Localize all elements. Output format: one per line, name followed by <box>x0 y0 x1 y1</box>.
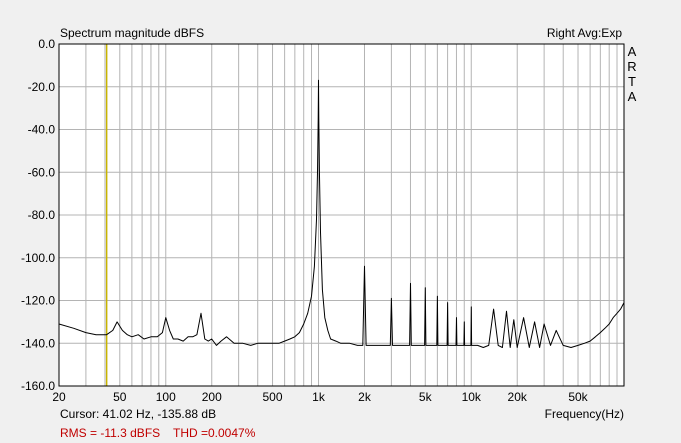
x-tick-label: 20k <box>508 390 528 404</box>
y-axis-tick-labels: 0.0 -20.0 -40.0 -60.0 -80.0 -100.0 -120.0 -140.… <box>21 37 55 393</box>
thd-readout: THD =0.0047% <box>173 426 256 440</box>
x-tick-label: 5k <box>419 390 433 404</box>
y-tick-label: 0.0 <box>38 37 55 51</box>
y-tick-label: -80.0 <box>28 208 56 222</box>
x-tick-label: 500 <box>263 390 283 404</box>
y-tick-label: -20.0 <box>28 80 56 94</box>
brand-letter-a1: A <box>628 44 637 59</box>
x-tick-label: 20 <box>52 390 66 404</box>
brand-letter-t: T <box>628 74 636 89</box>
x-tick-label: 1k <box>312 390 326 404</box>
x-tick-label: 50 <box>113 390 127 404</box>
x-tick-label: 50k <box>568 390 588 404</box>
spectrum-trace-series <box>58 79 625 348</box>
y-tick-label: -160.0 <box>21 379 55 393</box>
plot-border <box>58 43 625 387</box>
brand-letter-a2: A <box>628 89 637 104</box>
x-tick-label: 10k <box>462 390 482 404</box>
y-tick-label: -60.0 <box>28 165 56 179</box>
y-tick-label: -40.0 <box>28 123 56 137</box>
x-tick-label: 200 <box>202 390 222 404</box>
chart-title: Spectrum magnitude dBFS <box>60 26 204 40</box>
y-tick-label: -120.0 <box>21 294 55 308</box>
x-tick-label: 2k <box>358 390 372 404</box>
brand-letter-r: R <box>627 59 636 74</box>
cursor-readout: Cursor: 41.02 Hz, -135.88 dB <box>60 407 216 421</box>
x-axis-label: Frequency(Hz) <box>545 407 624 421</box>
x-tick-label: 100 <box>156 390 176 404</box>
channel-info: Right Avg:Exp <box>547 26 622 40</box>
x-axis-tick-labels: 20 50 100 200 500 1k 2k 5k 10k 20k 50k <box>52 390 588 404</box>
rms-readout: RMS = -11.3 dBFS <box>60 426 160 440</box>
y-tick-label: -100.0 <box>21 251 55 265</box>
y-tick-label: -140.0 <box>21 336 55 350</box>
